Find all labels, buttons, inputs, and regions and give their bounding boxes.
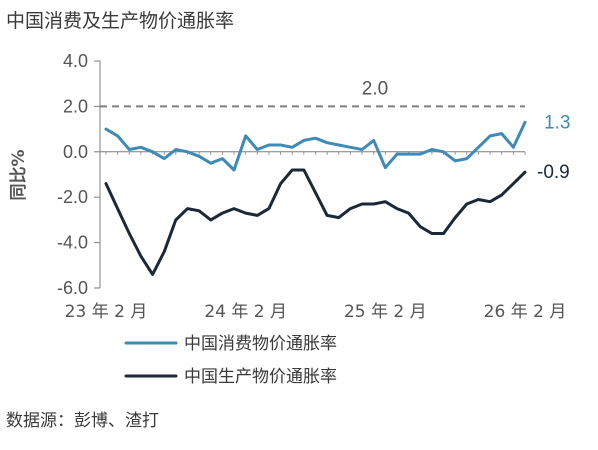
y-tick-label: 2.0	[63, 96, 88, 116]
cpi-end-label: 1.3	[544, 112, 570, 133]
series-lines	[104, 120, 527, 276]
y-axis-label: 同比%	[8, 149, 29, 200]
y-tick-label: 0.0	[63, 142, 88, 162]
y-tick-label: -4.0	[57, 233, 88, 253]
x-tick-label: 23 年 2 月	[65, 302, 148, 322]
y-tick-label: -2.0	[57, 187, 88, 207]
legend-cpi-label: 中国消费物价通胀率	[184, 334, 337, 354]
y-tick-label: 4.0	[63, 51, 88, 71]
reference-line-label: 2.0	[362, 78, 388, 99]
cpi-series-line	[104, 120, 527, 172]
ppi-series-line	[104, 168, 527, 276]
x-tick-label: 24 年 2 月	[204, 302, 287, 322]
legend-ppi-label: 中国生产物价通胀率	[184, 367, 337, 387]
end-labels: 1.3 -0.9	[537, 112, 570, 183]
x-axis: 23 年 2 月 24 年 2 月 25 年 2 月 26 年 2 月	[65, 151, 567, 322]
chart-title: 中国消费及生产物价通胀率	[6, 10, 235, 32]
x-tick-label: 25 年 2 月	[344, 302, 427, 322]
y-axis: 4.0 2.0 0.0 -2.0 -4.0 -6.0 同比%	[8, 51, 101, 298]
x-tick-label: 26 年 2 月	[484, 302, 567, 322]
ppi-end-label: -0.9	[537, 162, 570, 183]
reference-line: 2.0	[100, 78, 525, 108]
source-note: 数据源：彭博、渣打	[6, 411, 159, 431]
y-tick-label: -6.0	[57, 278, 88, 298]
